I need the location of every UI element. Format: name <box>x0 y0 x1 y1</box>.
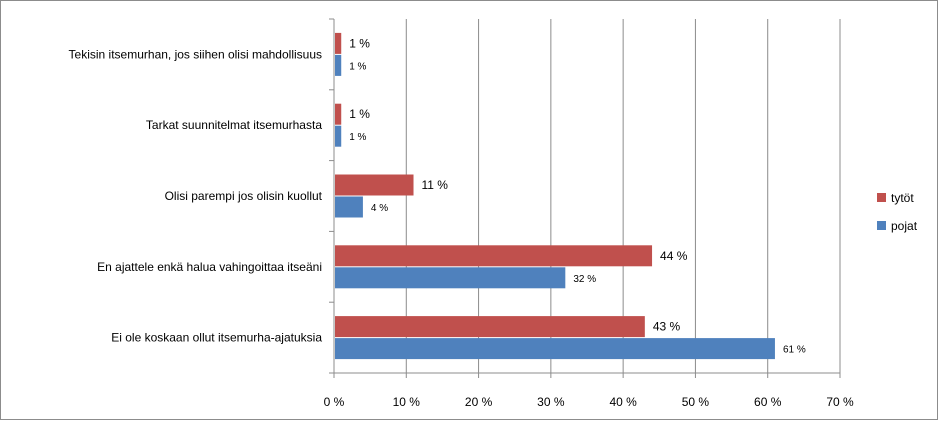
legend-label: tytöt <box>891 191 914 205</box>
data-label: 1 % <box>349 61 366 72</box>
legend-label: pojat <box>891 219 918 233</box>
bar-tytot <box>335 103 342 125</box>
bar-tytot <box>335 316 645 338</box>
data-label: 43 % <box>653 320 681 334</box>
bar-tytot <box>335 174 414 196</box>
category-labels: Tekisin itsemurhan, jos siihen olisi mah… <box>69 47 323 344</box>
legend-swatch <box>877 193 886 202</box>
data-label: 61 % <box>783 345 806 356</box>
data-label: 1 % <box>349 36 370 50</box>
category-label: Ei ole koskaan ollut itsemurha-ajatuksia <box>111 331 322 345</box>
x-tick-label: 60 % <box>754 395 782 409</box>
bar-pojat <box>335 125 342 147</box>
data-label: 11 % <box>422 178 449 192</box>
data-label: 44 % <box>660 249 688 263</box>
category-label: Tarkat suunnitelmat itsemurhasta <box>146 118 322 132</box>
category-label: Tekisin itsemurhan, jos siihen olisi mah… <box>69 47 322 61</box>
bar-pojat <box>335 54 342 76</box>
x-tick-label: 70 % <box>826 395 854 409</box>
x-axis-ticks: 0 % 10 % 20 % 30 % 40 % 50 % 60 % 70 % <box>324 395 854 409</box>
data-label: 1 % <box>349 132 366 143</box>
x-tick-label: 50 % <box>682 395 710 409</box>
bar-pojat <box>335 267 566 289</box>
x-tick-label: 40 % <box>609 395 637 409</box>
bar-tytot <box>335 32 342 54</box>
category-label: Olisi parempi jos olisin kuollut <box>165 189 323 203</box>
bars: 1 % 1 % 1 % 1 % 11 % 4 % 44 % 32 % 43 % 61 % <box>335 32 806 360</box>
legend: tytöt pojat <box>877 191 918 233</box>
x-tick-label: 20 % <box>465 395 493 409</box>
data-label: 1 % <box>349 107 370 121</box>
x-tick-label: 30 % <box>537 395 565 409</box>
data-label: 4 % <box>371 203 388 214</box>
bar-pojat <box>335 196 363 218</box>
data-label: 32 % <box>573 274 596 285</box>
x-tick-label: 0 % <box>324 395 345 409</box>
legend-swatch <box>877 221 886 230</box>
grid-lines <box>329 18 841 378</box>
bar-tytot <box>335 245 653 267</box>
x-tick-label: 10 % <box>393 395 421 409</box>
category-label: En ajattele enkä halua vahingoittaa itse… <box>97 260 322 274</box>
bar-pojat <box>335 338 775 360</box>
